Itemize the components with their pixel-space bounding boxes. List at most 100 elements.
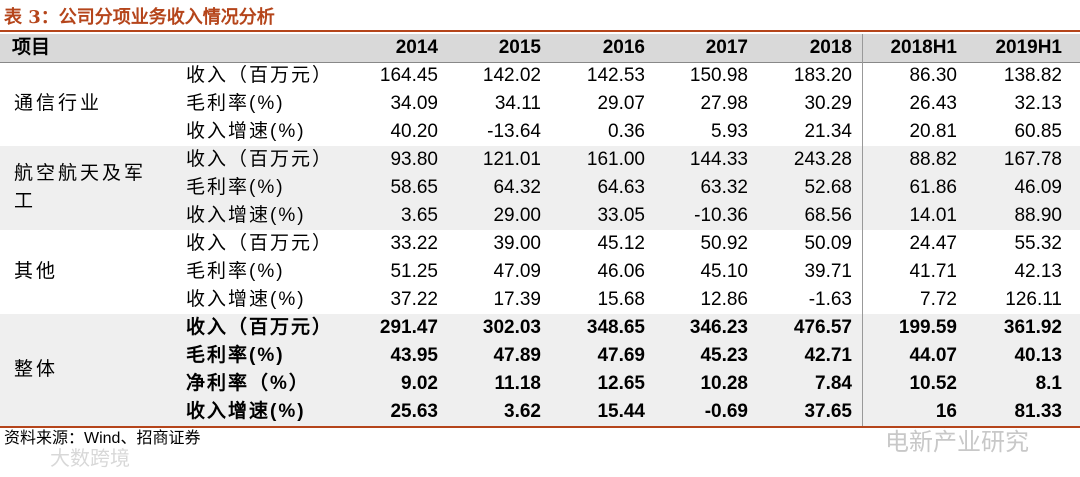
cell: 61.86: [909, 177, 957, 198]
cell: 10.52: [909, 373, 957, 394]
row-label: 净利率（%）: [186, 373, 310, 394]
cell: 164.45: [379, 65, 438, 86]
cell: 12.86: [700, 289, 748, 310]
cell: 50.09: [804, 233, 852, 254]
cell: 348.65: [586, 317, 645, 338]
cell: 45.10: [700, 261, 748, 282]
cell: 14.01: [909, 205, 957, 226]
cell: 199.59: [898, 317, 957, 338]
cell: 55.32: [1014, 233, 1062, 254]
table-title: 表 3：公司分项业务收入情况分析: [4, 7, 275, 28]
cell: 8.1: [1035, 373, 1062, 394]
row-label: 收入增速(%): [186, 121, 306, 142]
cell: 17.39: [493, 289, 541, 310]
cell: 81.33: [1014, 401, 1062, 422]
cell: 476.57: [793, 317, 852, 338]
cell: 142.53: [586, 65, 645, 86]
header-cell: 2017: [705, 37, 748, 58]
cell: 27.98: [700, 93, 748, 114]
cell: 25.63: [390, 401, 438, 422]
cell: 5.93: [711, 121, 748, 142]
cell: -13.64: [487, 121, 541, 142]
header-cell: 2016: [602, 37, 645, 58]
cell: 11.18: [494, 373, 542, 394]
header-cell: 2018H1: [890, 37, 957, 58]
cell: 40.13: [1014, 345, 1062, 366]
cell: 40.20: [390, 121, 438, 142]
cell: 9.02: [401, 373, 438, 394]
group-label: 通信行业: [14, 93, 103, 114]
row-label: 毛利率(%): [186, 177, 285, 198]
cell: 3.65: [401, 205, 438, 226]
cell: 46.06: [597, 261, 645, 282]
cell: 39.71: [804, 261, 852, 282]
cell: 33.05: [597, 205, 645, 226]
cell: 7.72: [920, 289, 957, 310]
cell: 138.82: [1003, 65, 1062, 86]
cell: 29.00: [493, 205, 541, 226]
row-label: 收入（百万元）: [186, 317, 334, 338]
group-label: 其他: [14, 261, 59, 282]
cell: 33.22: [390, 233, 438, 254]
group-band: [0, 314, 1080, 426]
row-label: 收入增速(%): [186, 205, 306, 226]
cell: 30.29: [804, 93, 852, 114]
header-cell: 项目: [12, 37, 51, 58]
cell: 10.28: [700, 373, 748, 394]
cell: 60.85: [1014, 121, 1062, 142]
cell: -1.63: [808, 289, 852, 310]
watermark: 大数跨境: [50, 448, 130, 470]
cell: 63.32: [700, 177, 748, 198]
cell: 183.20: [793, 65, 852, 86]
cell: 88.90: [1014, 205, 1062, 226]
cell: 45.12: [597, 233, 645, 254]
cell: 42.71: [804, 345, 852, 366]
cell: 44.07: [909, 345, 957, 366]
cell: 68.56: [804, 205, 852, 226]
cell: 86.30: [909, 65, 957, 86]
cell: 167.78: [1003, 149, 1062, 170]
cell: 32.13: [1014, 93, 1062, 114]
watermark: 电新产业研究: [885, 429, 1029, 456]
cell: 302.03: [482, 317, 541, 338]
cell: 121.01: [482, 149, 541, 170]
cell: 51.25: [390, 261, 438, 282]
cell: 3.62: [504, 401, 541, 422]
bottom-rule: [0, 426, 1080, 428]
cell: 24.47: [909, 233, 957, 254]
cell: 42.13: [1014, 261, 1062, 282]
cell: 58.65: [390, 177, 438, 198]
cell: 20.81: [909, 121, 957, 142]
cell: 64.63: [597, 177, 645, 198]
cell: 45.23: [700, 345, 748, 366]
cell: 46.09: [1014, 177, 1062, 198]
cell: 150.98: [689, 65, 748, 86]
cell: -0.69: [704, 401, 748, 422]
row-label: 收入（百万元）: [186, 149, 334, 170]
cell: 21.34: [804, 121, 852, 142]
cell: 41.71: [909, 261, 957, 282]
cell: 16: [935, 401, 957, 422]
row-label: 毛利率(%): [186, 261, 285, 282]
header-band: [0, 34, 1080, 62]
row-label: 收入（百万元）: [186, 65, 334, 86]
header-cell: 2018: [809, 37, 852, 58]
cell: 291.47: [379, 317, 438, 338]
title-rule: [0, 30, 1080, 32]
cell: 93.80: [390, 149, 438, 170]
row-label: 毛利率(%): [186, 345, 285, 366]
cell: 47.09: [493, 261, 541, 282]
cell: 37.22: [390, 289, 438, 310]
cell: 34.11: [494, 93, 541, 114]
row-label: 毛利率(%): [186, 93, 285, 114]
row-label: 收入增速(%): [186, 401, 306, 422]
cell: 161.00: [586, 149, 645, 170]
header-cell: 2019H1: [995, 37, 1062, 58]
cell: 34.09: [390, 93, 438, 114]
cell: 144.33: [689, 149, 748, 170]
row-label: 收入增速(%): [186, 289, 306, 310]
header-cell: 2015: [498, 37, 541, 58]
cell: 47.69: [597, 345, 645, 366]
group-label: 航空航天及军工: [14, 163, 147, 212]
